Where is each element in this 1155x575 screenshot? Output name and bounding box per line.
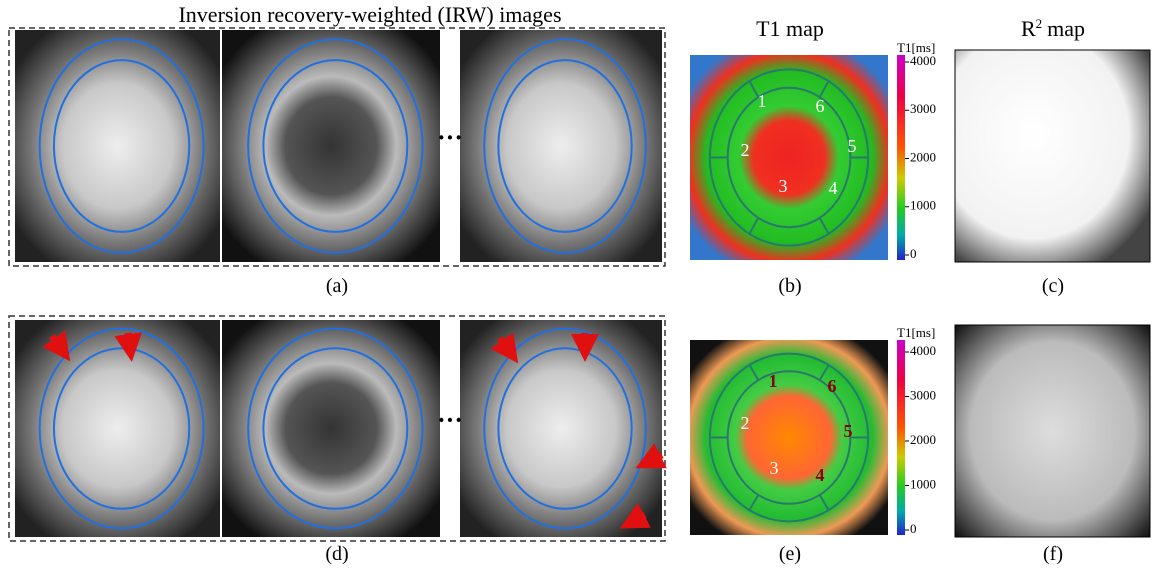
ellipsis: ···	[437, 406, 463, 435]
r2-sup: 2	[1036, 16, 1043, 31]
segment-number: 6	[816, 96, 825, 116]
r2-map	[955, 325, 1150, 537]
irw-title: Inversion recovery-weighted (IRW) images	[178, 2, 561, 27]
colorbar-label: T1[ms]	[897, 325, 935, 340]
segment-number: 4	[829, 178, 838, 198]
segment-number: 3	[779, 176, 788, 196]
segment-number: 2	[741, 413, 750, 433]
segment-number: 3	[770, 458, 779, 478]
segment-number: 2	[741, 140, 750, 160]
colorbar-tick-label: 3000	[910, 387, 936, 402]
ellipsis: ···	[437, 123, 463, 152]
colorbar-tick-label: 4000	[910, 343, 936, 358]
colorbar-tick-label: 2000	[910, 149, 936, 164]
segment-number: 5	[848, 136, 857, 156]
colorbar	[897, 340, 905, 535]
segment-number: 6	[828, 376, 837, 396]
colorbar	[897, 55, 905, 260]
colorbar-tick-label: 0	[910, 521, 917, 536]
colorbar-tick-label: 2000	[910, 432, 936, 447]
segment-number: 1	[769, 371, 778, 391]
panel-label: (f)	[1043, 543, 1063, 565]
segment-number: 1	[758, 91, 767, 111]
panel-label: (d)	[325, 543, 348, 565]
artifact-arrow	[128, 333, 130, 348]
panel-label: (b)	[778, 275, 801, 297]
segment-number: 4	[816, 465, 825, 485]
t1-title: T1 map	[756, 16, 824, 41]
colorbar-tick-label: 1000	[910, 476, 936, 491]
r2-rest: map	[1047, 16, 1085, 41]
r2-title: R2 map	[1021, 16, 1085, 41]
colorbar-tick-label: 0	[910, 246, 917, 261]
r2-base: R	[1021, 16, 1036, 41]
panel-label: (c)	[1042, 275, 1064, 297]
segment-number: 5	[844, 421, 853, 441]
colorbar-tick-label: 3000	[910, 101, 936, 116]
colorbar-tick-label: 1000	[910, 198, 936, 213]
figure: Inversion recovery-weighted (IRW) images…	[0, 0, 1155, 575]
colorbar-tick-label: 4000	[910, 53, 936, 68]
panel-label: (e)	[779, 543, 801, 565]
panel-label: (a)	[326, 275, 348, 297]
r2-map	[955, 50, 1150, 262]
